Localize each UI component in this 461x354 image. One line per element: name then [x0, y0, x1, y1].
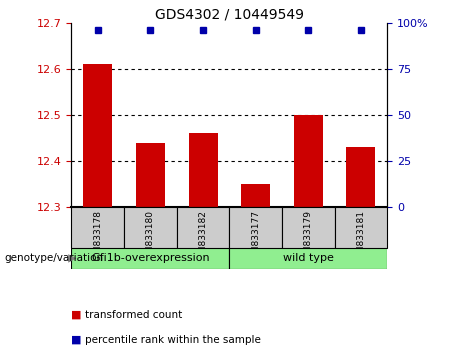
Bar [229, 207, 282, 248]
Bar [177, 207, 229, 248]
Text: ■: ■ [71, 335, 82, 345]
Text: transformed count: transformed count [85, 310, 183, 320]
Bar [71, 248, 229, 269]
Title: GDS4302 / 10449549: GDS4302 / 10449549 [155, 8, 304, 22]
Bar [189, 133, 218, 207]
Polygon shape [68, 254, 77, 263]
Bar [124, 207, 177, 248]
Text: GSM833182: GSM833182 [199, 210, 207, 265]
Bar [136, 143, 165, 207]
Bar [241, 184, 270, 207]
Text: GSM833178: GSM833178 [93, 210, 102, 266]
Bar [282, 207, 335, 248]
Bar [229, 248, 387, 269]
Bar [71, 207, 124, 248]
Text: percentile rank within the sample: percentile rank within the sample [85, 335, 261, 345]
Text: GSM833177: GSM833177 [251, 210, 260, 266]
Text: ■: ■ [71, 310, 82, 320]
Text: GSM833181: GSM833181 [356, 210, 366, 266]
Bar [294, 115, 323, 207]
Text: wild type: wild type [283, 253, 334, 263]
Text: Gfi1b-overexpression: Gfi1b-overexpression [91, 253, 210, 263]
Bar [335, 207, 387, 248]
Text: GSM833180: GSM833180 [146, 210, 155, 266]
Text: GSM833179: GSM833179 [304, 210, 313, 266]
Text: genotype/variation: genotype/variation [5, 253, 104, 263]
Bar [347, 147, 375, 207]
Bar [83, 64, 112, 207]
